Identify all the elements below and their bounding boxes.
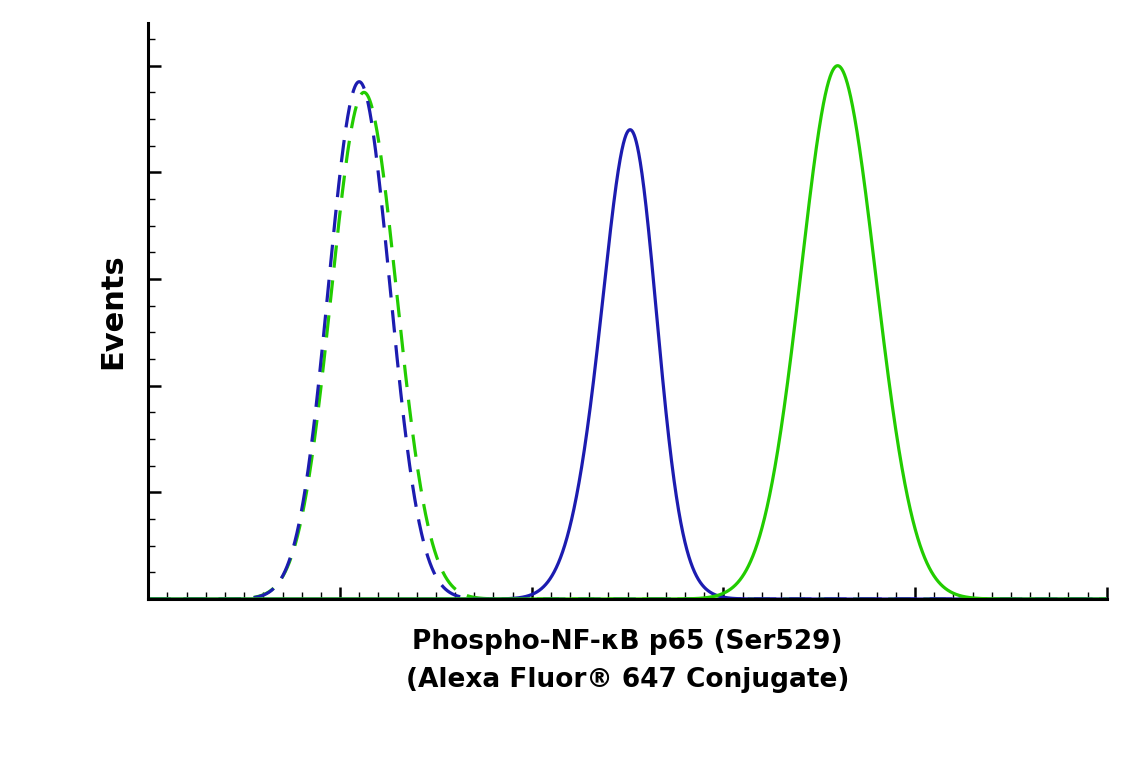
- X-axis label: Phospho-NF-κB p65 (Ser529)
(Alexa Fluor® 647 Conjugate): Phospho-NF-κB p65 (Ser529) (Alexa Fluor®…: [406, 629, 849, 693]
- Y-axis label: Events: Events: [98, 253, 127, 369]
